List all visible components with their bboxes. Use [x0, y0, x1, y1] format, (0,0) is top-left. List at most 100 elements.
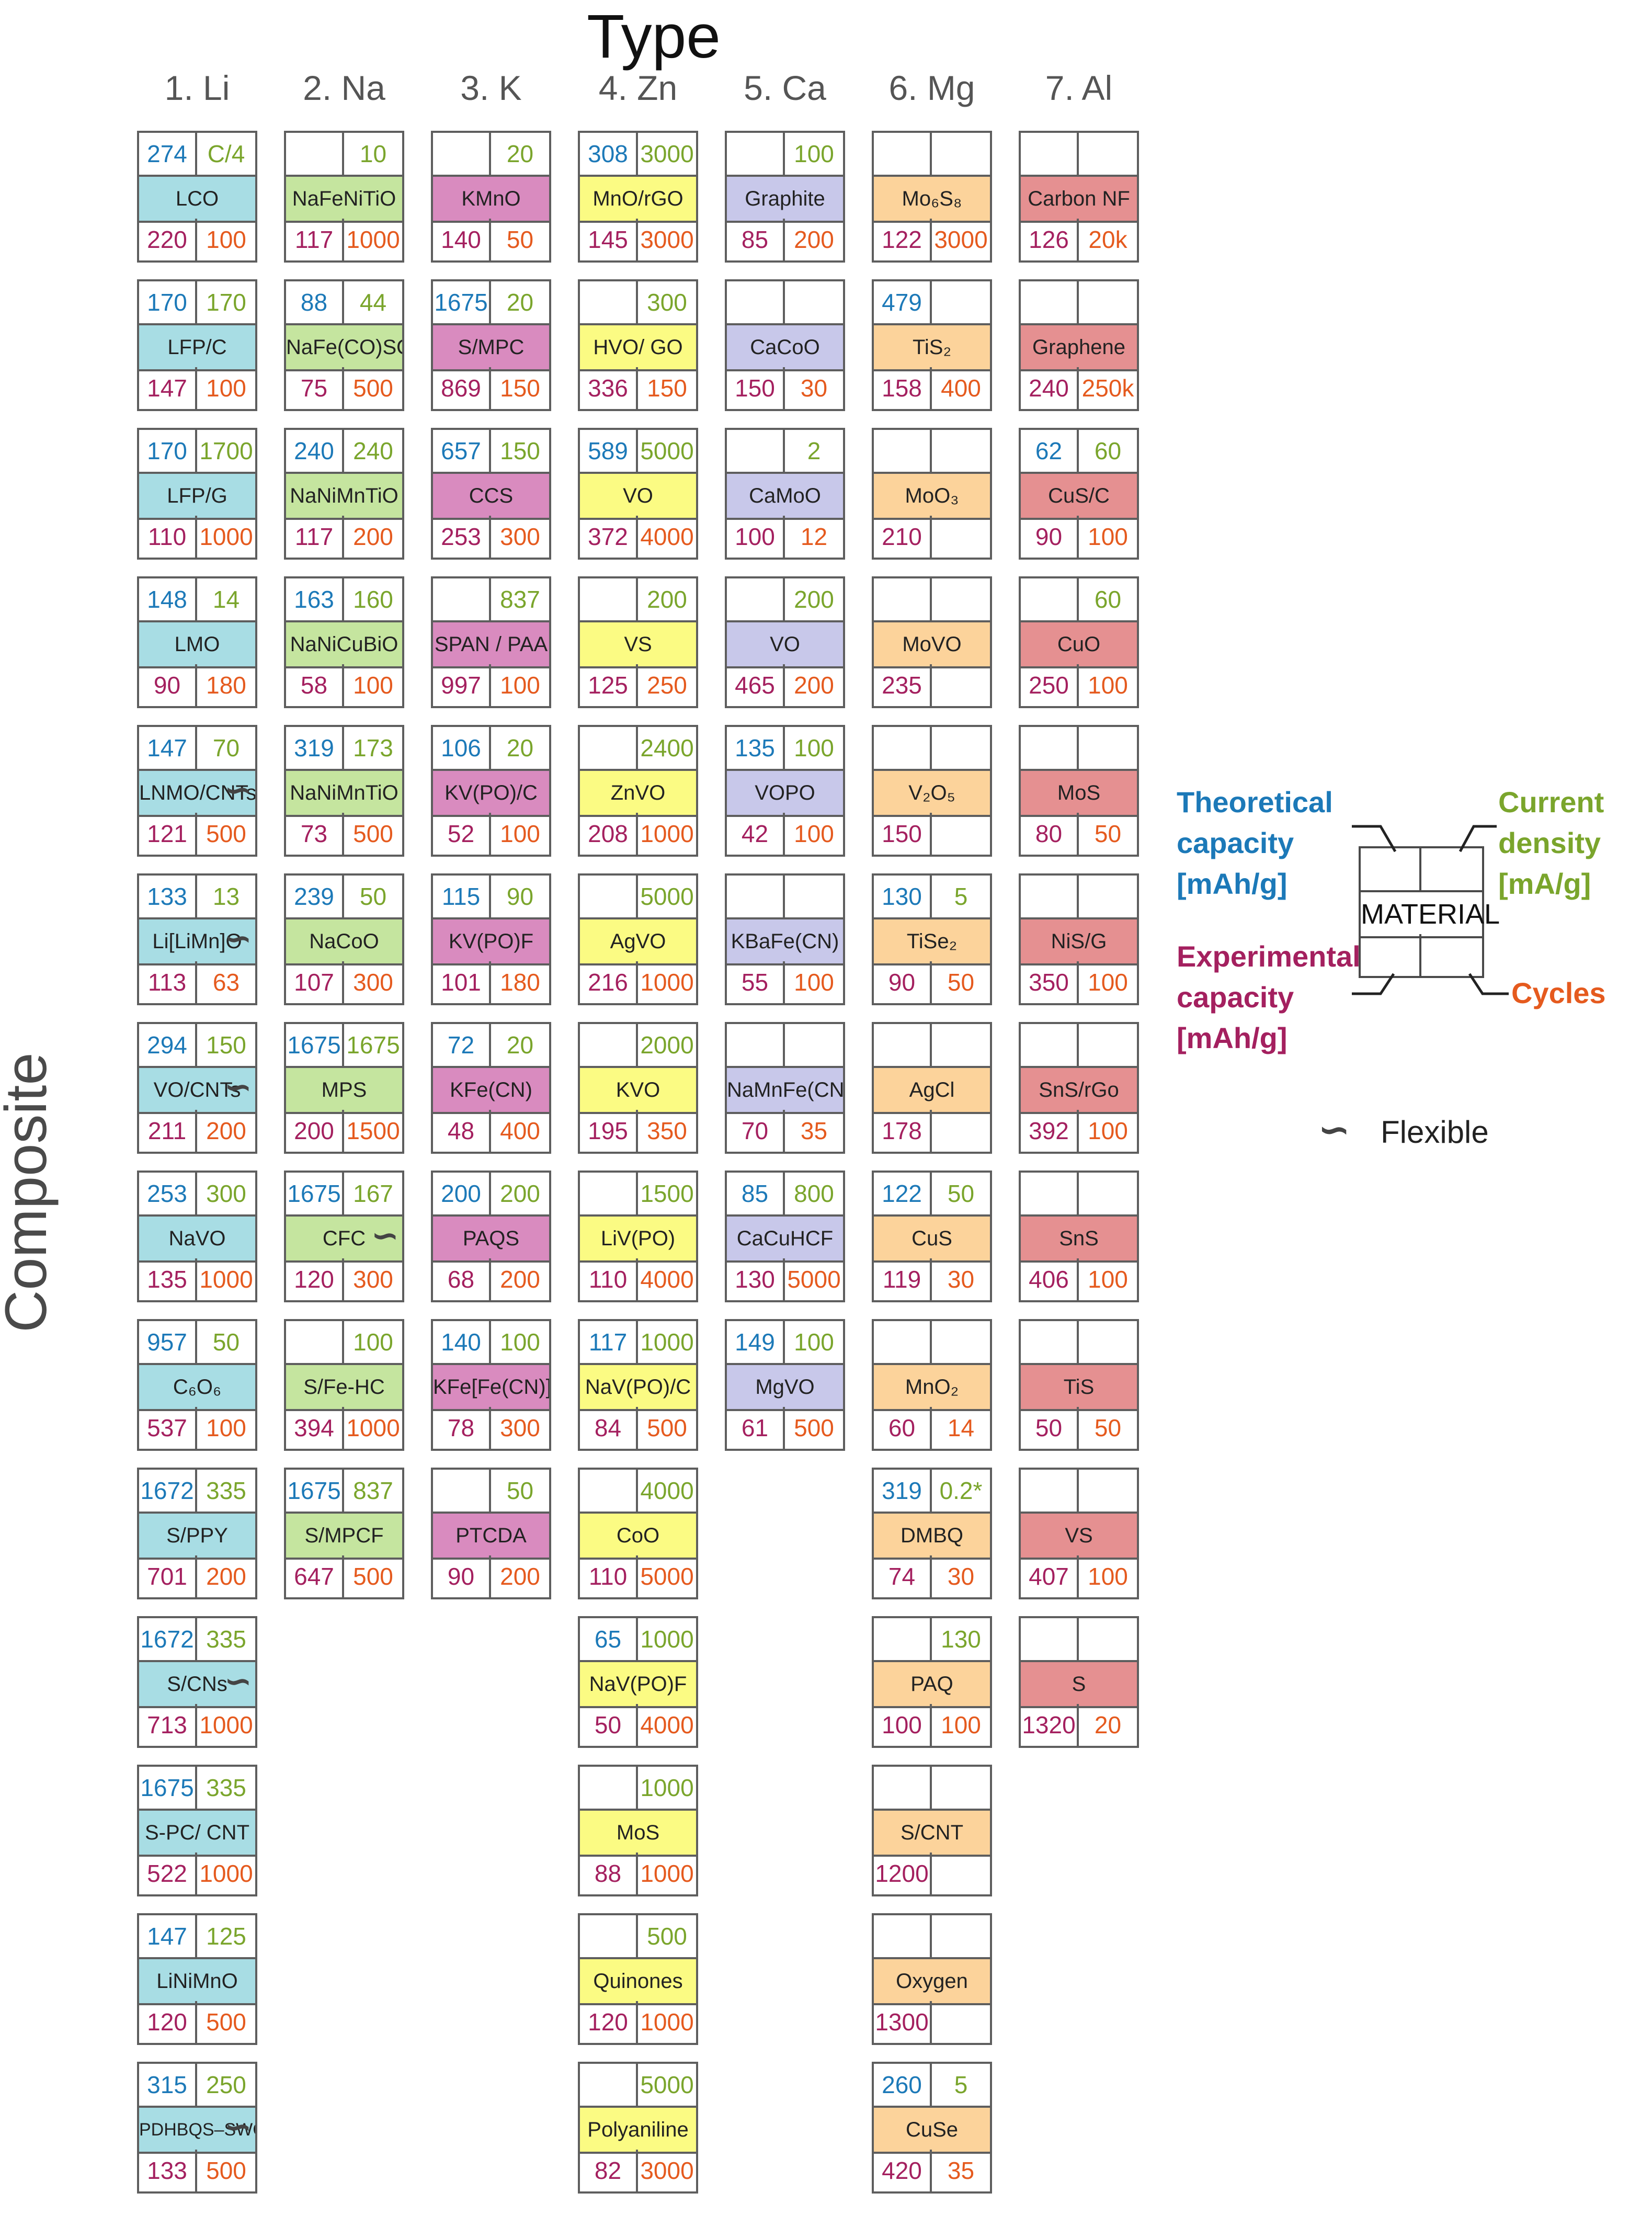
experimental-capacity: 133 — [139, 2150, 197, 2191]
experimental-capacity: 117 — [286, 219, 344, 260]
current-density: 160 — [353, 586, 393, 613]
current-density: 335 — [206, 1626, 246, 1653]
current-density: 60 — [1094, 586, 1122, 613]
current-density: 13 — [212, 883, 240, 910]
material-cell: 130 5 TiSe₂ 90 50 — [872, 873, 992, 1005]
theoretical-capacity — [580, 1767, 638, 1809]
material-cell: 479 TiS₂ 158 400 — [872, 279, 992, 411]
experimental-capacity: 150 — [727, 367, 785, 409]
material-name: LiV(PO) — [580, 1214, 696, 1263]
cycles: 50 — [947, 969, 975, 996]
material-name: AgCl — [874, 1066, 990, 1114]
material-cell: S/CNT 1200 — [872, 1765, 992, 1896]
material-cell: 65 1000 NaV(PO)F 50 4000 — [578, 1616, 698, 1748]
theoretical-capacity — [1021, 727, 1079, 769]
cycles: 180 — [206, 672, 246, 699]
current-density: 800 — [794, 1180, 834, 1207]
cycles: 3000 — [640, 2157, 694, 2184]
current-density: 5000 — [640, 883, 694, 910]
material-name: CuSe — [874, 2106, 990, 2154]
legend-flexible: Flexible — [1381, 1115, 1489, 1150]
material-name: MgVO — [727, 1363, 843, 1411]
material-name: MPS — [286, 1066, 402, 1114]
experimental-capacity: 80 — [1021, 813, 1079, 855]
theoretical-capacity: 65 — [580, 1618, 638, 1660]
material-cell: 200 VO 465 200 — [725, 576, 845, 708]
theoretical-capacity: 130 — [874, 876, 932, 917]
experimental-capacity: 110 — [580, 1555, 638, 1597]
material-cell: 319 173 NaNiMnTiO 73 500 — [284, 725, 404, 857]
material-cell: 1672 335 S/CNs 713 1000 ∽ — [137, 1616, 257, 1748]
material-name: NaV(PO)/C — [580, 1363, 696, 1411]
cycles: 150 — [647, 374, 687, 402]
current-density: 20 — [506, 734, 534, 762]
cycles: 5000 — [640, 1563, 694, 1590]
material-name: PAQ — [874, 1660, 990, 1708]
material-name: Li[LiMn]O — [139, 917, 255, 965]
experimental-capacity: 117 — [286, 516, 344, 558]
experimental-capacity: 253 — [433, 516, 491, 558]
theoretical-capacity — [433, 578, 491, 620]
theoretical-capacity: 1675 — [286, 1173, 344, 1214]
material-name: MnO/rGO — [580, 175, 696, 223]
cycles: 4000 — [640, 1266, 694, 1293]
experimental-capacity: 82 — [580, 2150, 638, 2191]
theoretical-capacity — [1021, 1173, 1079, 1214]
material-cell: 260 5 CuSe 420 35 — [872, 2062, 992, 2194]
material-name: VO — [580, 472, 696, 520]
experimental-capacity: 107 — [286, 961, 344, 1003]
current-density: 200 — [794, 586, 834, 613]
material-cell: 1675 335 S-PC/ CNT 522 1000 — [137, 1765, 257, 1896]
cycles: 300 — [500, 523, 540, 550]
experimental-capacity: 394 — [286, 1407, 344, 1449]
theoretical-capacity: 72 — [433, 1024, 491, 1066]
theoretical-capacity: 319 — [874, 1470, 932, 1512]
current-density: 100 — [794, 1328, 834, 1356]
theoretical-capacity: 170 — [139, 281, 197, 323]
current-density: 200 — [647, 586, 687, 613]
theoretical-capacity — [286, 133, 344, 175]
experimental-capacity: 120 — [580, 2001, 638, 2043]
cycles: 100 — [1088, 1563, 1128, 1590]
material-name: S/Fe-HC — [286, 1363, 402, 1411]
material-name: MnO₂ — [874, 1363, 990, 1411]
theoretical-capacity — [580, 1024, 638, 1066]
current-density: 50 — [212, 1328, 240, 1356]
cycles: 50 — [1094, 820, 1122, 847]
material-cell: 147 125 LiNiMnO 120 500 — [137, 1913, 257, 2045]
material-name: SnS — [1021, 1214, 1137, 1263]
experimental-capacity: 220 — [139, 219, 197, 260]
experimental-capacity: 713 — [139, 1704, 197, 1746]
theoretical-capacity — [727, 1024, 785, 1066]
material-cell: TiS 50 50 — [1019, 1319, 1139, 1451]
experimental-capacity: 1300 — [874, 2001, 932, 2043]
experimental-capacity: 90 — [874, 961, 932, 1003]
material-name: CoO — [580, 1512, 696, 1560]
current-density: 100 — [794, 140, 834, 167]
material-cell: 85 800 CaCuHCF 130 5000 — [725, 1171, 845, 1302]
material-cell: 133 13 Li[LiMn]O 113 63 ∽ — [137, 873, 257, 1005]
theoretical-capacity — [727, 876, 785, 917]
material-name: LFP/C — [139, 323, 255, 371]
theoretical-capacity — [580, 281, 638, 323]
cycles: 500 — [647, 1414, 687, 1441]
material-cell: 149 100 MgVO 61 500 — [725, 1319, 845, 1451]
theoretical-capacity — [433, 133, 491, 175]
cycles: 180 — [500, 969, 540, 996]
theoretical-capacity: 260 — [874, 2064, 932, 2106]
material-name: PAQS — [433, 1214, 549, 1263]
cycles: 12 — [800, 523, 828, 550]
material-cell: 100 S/Fe-HC 394 1000 — [284, 1319, 404, 1451]
legend-theoretical: Theoretical capacity [mAh/g] — [1177, 786, 1333, 900]
experimental-capacity: 145 — [580, 219, 638, 260]
material-cell: KBaFe(CN) 55 100 — [725, 873, 845, 1005]
theoretical-capacity — [580, 727, 638, 769]
cycles: 1000 — [199, 1711, 253, 1739]
experimental-capacity: 195 — [580, 1110, 638, 1152]
cycles: 250k — [1081, 374, 1134, 402]
material-name: KMnO — [433, 175, 549, 223]
leader-cycles — [1468, 973, 1509, 995]
cycles: 100 — [794, 820, 834, 847]
theoretical-capacity — [874, 727, 932, 769]
current-density: 5 — [954, 2071, 968, 2098]
